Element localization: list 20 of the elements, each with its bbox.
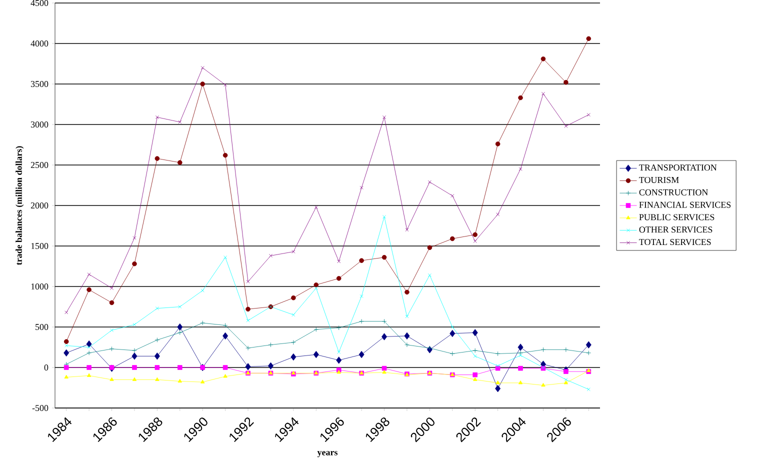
legend-label: TOTAL SERVICES bbox=[639, 239, 711, 246]
y-tick-label: 500 bbox=[36, 324, 48, 330]
x-axis-title: years bbox=[317, 451, 338, 458]
legend-label: TRANSPORTATION bbox=[639, 164, 717, 171]
y-tick-label: 2500 bbox=[30, 162, 48, 168]
y-tick-label: -500 bbox=[32, 404, 48, 412]
y-tick-label: 4500 bbox=[30, 0, 48, 6]
y-tick-label: 3000 bbox=[30, 121, 48, 128]
legend-label: PUBLIC SERVICES bbox=[639, 214, 714, 220]
legend-label: CONSTRUCTION bbox=[639, 189, 708, 196]
y-tick-label: 2000 bbox=[30, 202, 48, 209]
y-axis-title: trade balances (million dollars) bbox=[16, 146, 24, 266]
y-tick-label: 1500 bbox=[31, 242, 48, 250]
legend-label: OTHER SERVICES bbox=[639, 226, 712, 233]
y-tick-label: 0 bbox=[44, 364, 48, 371]
legend-label: TOURISM bbox=[639, 176, 679, 183]
legend-label: FINANCIAL SERVICES bbox=[639, 202, 731, 208]
y-tick-label: 3500 bbox=[30, 80, 48, 88]
y-tick-label: 1000 bbox=[31, 283, 48, 290]
y-tick-label: 4000 bbox=[30, 40, 48, 47]
